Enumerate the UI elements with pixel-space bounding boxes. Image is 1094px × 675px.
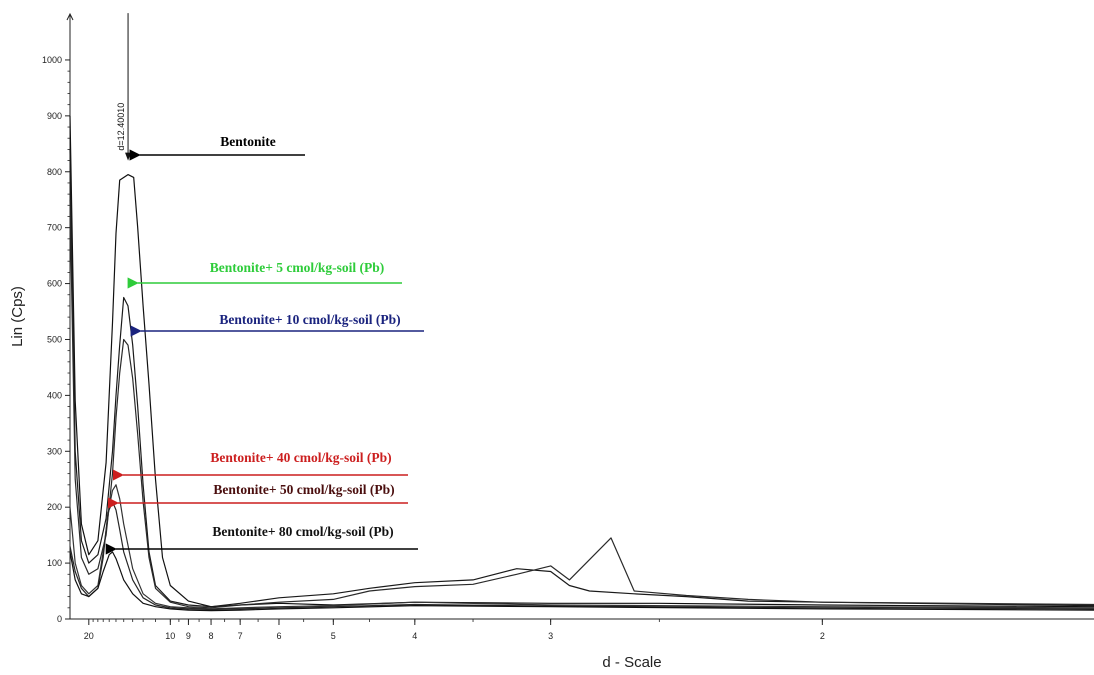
y-tick-label: 900	[47, 111, 62, 121]
series-label-4: Bentonite+ 50 cmol/kg-soil (Pb)	[213, 482, 394, 497]
y-axis-arrow	[66, 12, 74, 21]
x-axis-ticks: 20 10 9 8 7 6 5 4 3 2	[84, 619, 825, 641]
y-tick-label: 600	[47, 279, 62, 289]
x-tick-label: 3	[548, 631, 553, 641]
series-label-5: Bentonite+ 80 cmol/kg-soil (Pb)	[212, 524, 393, 539]
peak-marker-arrowhead	[125, 152, 132, 161]
y-tick-label: 700	[47, 223, 62, 233]
series-line-3	[69, 484, 1094, 610]
y-tick-label: 800	[47, 167, 62, 177]
x-tick-label: 8	[209, 631, 214, 641]
x-tick-label: 10	[165, 631, 175, 641]
series-label-1: Bentonite+ 5 cmol/kg-soil (Pb)	[210, 260, 385, 275]
y-tick-label: 100	[47, 558, 62, 568]
x-tick-label: 6	[276, 631, 281, 641]
y-tick-label: 300	[47, 446, 62, 456]
series-label-2: Bentonite+ 10 cmol/kg-soil (Pb)	[219, 312, 400, 327]
x-tick-label: 9	[186, 631, 191, 641]
x-axis-title: d - Scale	[602, 654, 661, 671]
y-axis-ticks: 0 100 200 300 400 500 600 700 800 900 1000	[42, 55, 70, 624]
series-label-0: Bentonite	[220, 134, 276, 149]
x-tick-label: 2	[820, 631, 825, 641]
y-tick-label: 400	[47, 390, 62, 400]
y-tick-label: 200	[47, 502, 62, 512]
series-label-3: Bentonite+ 40 cmol/kg-soil (Pb)	[210, 450, 391, 465]
x-tick-label: 7	[238, 631, 243, 641]
y-tick-label: 500	[47, 334, 62, 344]
series-line-5	[69, 551, 1094, 612]
series-annotations: Bentonite Bentonite+ 5 cmol/kg-soil (Pb) B…	[105, 134, 424, 555]
y-tick-label: 1000	[42, 55, 62, 65]
series-line-4	[69, 501, 1094, 611]
peak-marker-label: d=12.40010	[116, 103, 126, 151]
series-line-1	[69, 149, 1094, 608]
y-axis-title: Lin (Cps)	[9, 286, 26, 347]
x-tick-label: 4	[412, 631, 417, 641]
peak-marker: d=12.40010	[116, 13, 132, 161]
x-tick-label: 5	[331, 631, 336, 641]
y-tick-label: 0	[57, 614, 62, 624]
x-tick-label: 20	[84, 631, 94, 641]
